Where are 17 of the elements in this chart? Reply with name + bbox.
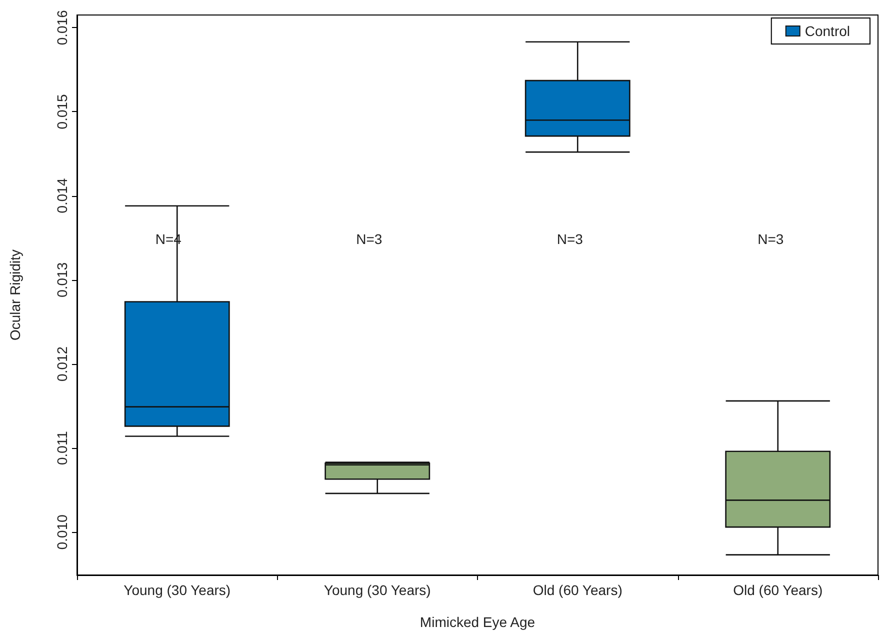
x-tick-label: Young (30 Years) [324,582,431,598]
x-axis-title: Mimicked Eye Age [420,614,536,630]
y-tick-label: 0.013 [54,262,70,298]
legend-label: Control [804,23,850,39]
x-tick-label: Old (60 Years) [733,582,823,598]
y-tick-label: 0.016 [54,10,70,46]
annotation: N=3 [758,231,784,247]
y-tick-label: 0.014 [54,178,70,214]
annotation: N=3 [556,231,584,247]
y-tick-label: 0.010 [54,514,70,550]
y-tick-label: 0.011 [54,430,70,466]
y-tick-label: 0.012 [54,346,70,382]
annotation: N=3 [356,231,382,247]
y-tick-label: 0.015 [54,94,70,130]
x-tick-label: Young (30 Years) [124,582,231,598]
y-axis-title: Ocular Rigidity [7,249,23,341]
x-tick-label: Old (60 Years) [532,582,622,598]
